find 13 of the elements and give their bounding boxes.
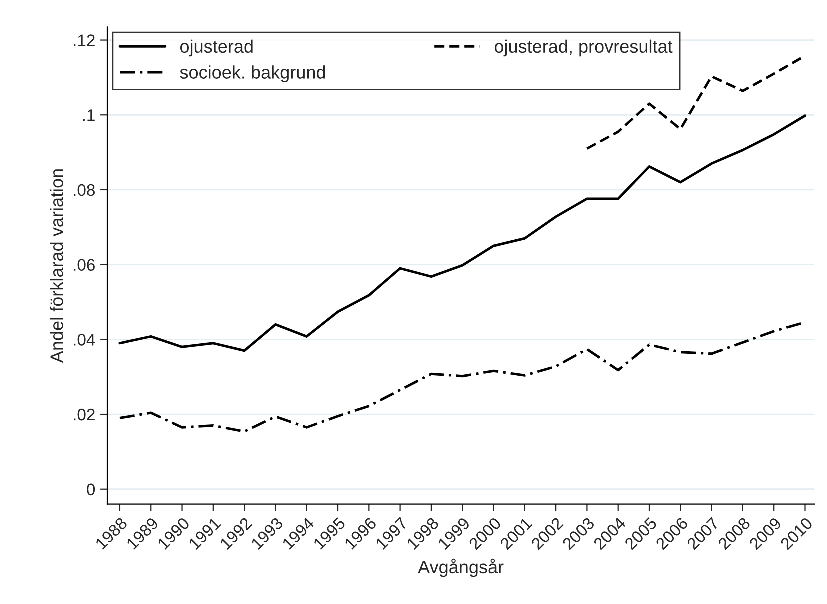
- legend-label: ojusterad, provresultat: [494, 40, 673, 57]
- x-axis-title: Avgångsår: [418, 558, 504, 578]
- y-tick-label: .02: [74, 408, 95, 421]
- y-tick-label: .04: [74, 334, 96, 346]
- y-tick-label: 0: [87, 484, 96, 496]
- y-tick-label: .08: [74, 184, 95, 196]
- y-tick-label: .1: [83, 110, 95, 122]
- y-tick-label: .12: [74, 34, 95, 46]
- line-series: [118, 114, 806, 352]
- legend-label: socioek. bakgrund: [180, 66, 326, 83]
- legend-label: ojusterad: [180, 40, 253, 57]
- y-axis-title: Andel förklarad variation: [50, 170, 64, 364]
- y-tick-label: .06: [74, 259, 95, 272]
